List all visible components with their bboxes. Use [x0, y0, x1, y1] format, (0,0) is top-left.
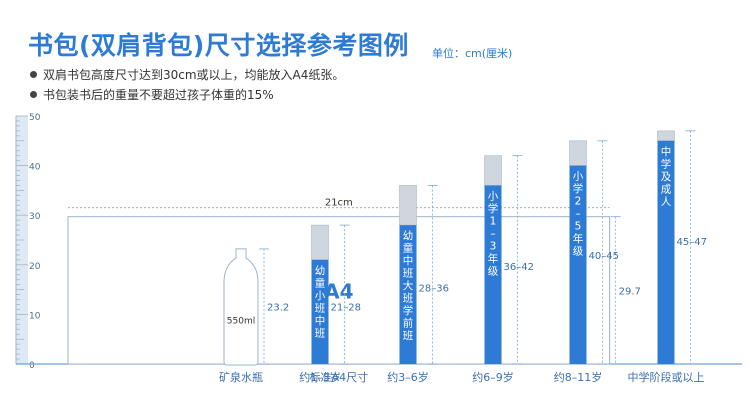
note-a4-text: 双肩书包高度尺寸达到30cm或以上，均能放入A4纸张。	[43, 68, 345, 82]
y-tick-label: 0	[29, 361, 35, 371]
category-label: 约8–11岁	[554, 370, 603, 384]
bar-text-char: 中	[661, 145, 672, 158]
bar-text-char: 小	[573, 171, 584, 183]
bar-text-char: 级	[573, 246, 584, 258]
a4-width-label: 21cm	[325, 198, 353, 209]
note-weight-text: 书包装书后的重量不要超过孩子体重的15%	[43, 88, 274, 102]
bar-text-char: 童	[403, 242, 414, 255]
bar-text-char: 5	[575, 221, 582, 233]
bar-text-char: 学	[403, 304, 414, 317]
category-label: 中学阶段或以上	[628, 370, 705, 384]
page-title: 书包(双肩背包)尺寸选择参考图例	[28, 31, 409, 60]
bar-text-char: 前	[403, 317, 414, 330]
bar-text-char: 学	[573, 182, 584, 195]
bar-text-char: 级	[488, 265, 499, 277]
bar-text-char: 成	[661, 183, 672, 195]
bar-text-char: 及	[661, 171, 672, 183]
bar-text-char: 班	[315, 302, 326, 314]
bar-text-char: 3	[490, 240, 497, 252]
range-label: 28–36	[419, 284, 449, 295]
bottle-shape	[223, 248, 259, 366]
range-label: 45–47	[677, 237, 707, 248]
bar-text-char: 班	[403, 268, 414, 280]
a4-sheet	[67, 216, 611, 365]
bar-text-char: 小	[315, 290, 326, 302]
bar-text-char: 学	[661, 157, 672, 170]
a4-label: A4	[324, 279, 353, 303]
note-a4: 双肩书包高度尺寸达到30cm或以上，均能放入A4纸张。	[30, 66, 344, 83]
bar	[311, 259, 329, 364]
bar-text-char: 中	[403, 254, 414, 267]
bar-text-char: 班	[403, 293, 414, 305]
bar-text-char: –	[575, 208, 580, 220]
range-label: 40–45	[589, 251, 619, 262]
bar-top	[399, 185, 417, 226]
y-tick-label: 20	[29, 262, 41, 272]
bar-top	[311, 224, 329, 261]
bar-top	[484, 155, 502, 186]
bar-text-char: 学	[488, 202, 499, 215]
unit-label: 单位：cm(厘米)	[432, 47, 513, 60]
note-weight: 书包装书后的重量不要超过孩子体重的15%	[30, 86, 274, 103]
bar	[484, 185, 502, 364]
y-tick-label: 30	[29, 212, 41, 222]
y-tick-label: 50	[29, 113, 41, 123]
bar-text-char: 幼	[315, 264, 326, 277]
bottle-capacity: 550ml	[227, 317, 255, 327]
category-label: 约3–6岁	[387, 370, 429, 384]
bar	[657, 140, 675, 364]
bar-text-char: 1	[490, 215, 497, 227]
bar-text-char: 班	[315, 327, 326, 339]
bar-text-char: 班	[403, 330, 414, 342]
bar-text-char: 年	[488, 252, 499, 265]
range-label: 21–28	[331, 303, 361, 314]
bar-text-char: 小	[488, 190, 499, 202]
bar-text-char: 中	[315, 314, 326, 327]
bar-text-char: 人	[661, 196, 672, 208]
bar-text-char: 童	[315, 276, 326, 289]
a4-height-label: 29.7	[619, 286, 641, 297]
category-label: 约1–3岁	[299, 370, 341, 384]
bar-text-char: 幼	[403, 229, 414, 242]
bottle-height-label: 23.2	[267, 302, 289, 313]
bar-top	[657, 130, 675, 142]
bar-text-char: –	[490, 228, 495, 240]
category-label: 标准A4尺寸	[310, 370, 369, 384]
bullet-icon	[30, 91, 37, 98]
bar-text-char: 年	[573, 232, 584, 245]
category-label: 约6–9岁	[472, 370, 514, 384]
category-label: 矿泉水瓶	[219, 370, 263, 384]
bar-text-char: 大	[403, 279, 414, 292]
bar	[569, 165, 587, 364]
y-tick-label: 10	[29, 311, 41, 321]
bar-text-char: 2	[575, 196, 582, 208]
range-label: 36–42	[504, 262, 534, 273]
bar-top	[569, 140, 587, 166]
bar	[399, 225, 417, 364]
y-tick-label: 40	[29, 163, 41, 173]
bullet-icon	[30, 71, 37, 78]
